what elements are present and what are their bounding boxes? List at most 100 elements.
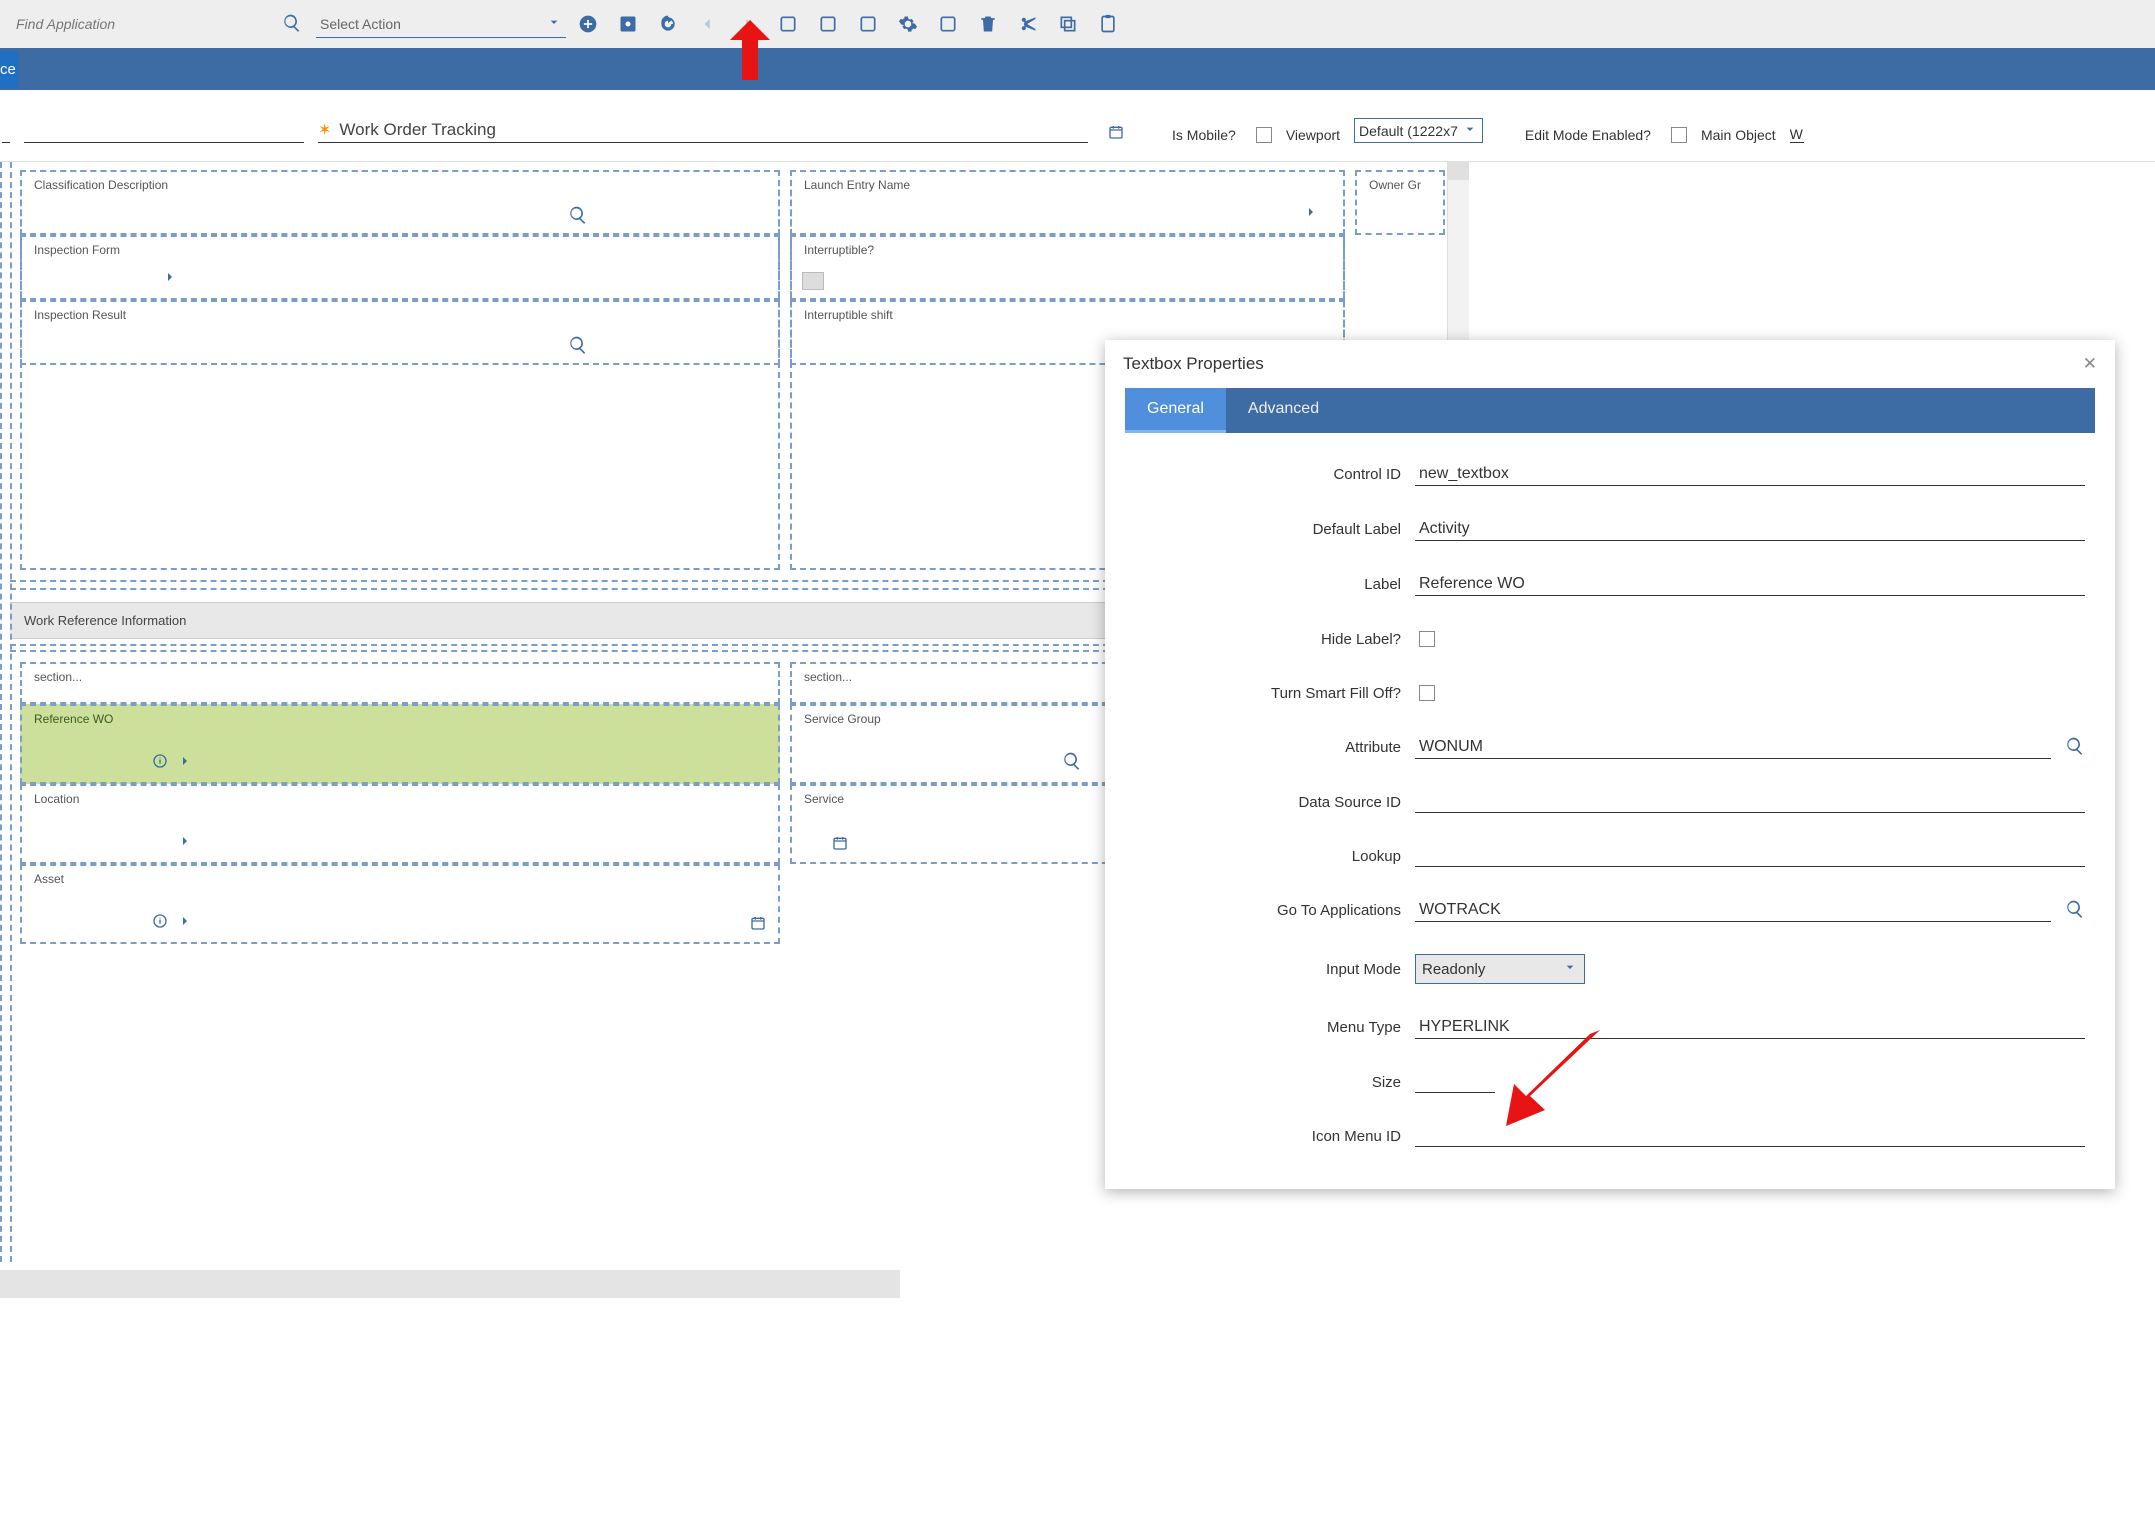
outer-border-left — [0, 162, 12, 1262]
tool4-icon[interactable] — [930, 10, 966, 38]
trash-icon[interactable] — [970, 10, 1006, 38]
copy-icon[interactable] — [1050, 10, 1086, 38]
field-label: section... — [34, 670, 82, 684]
search-icon[interactable] — [568, 205, 588, 228]
gear-icon[interactable] — [890, 10, 926, 38]
field-location[interactable]: Location — [20, 784, 780, 864]
default-label-input[interactable]: Activity — [1415, 518, 2085, 541]
goto-input[interactable]: WOTRACK — [1415, 899, 2051, 922]
smart-fill-checkbox[interactable] — [1419, 685, 1435, 701]
toolbar: Select Action — [0, 0, 2155, 48]
main-object-label: Main Object — [1701, 127, 1776, 143]
datasource-label: Data Source ID — [1135, 794, 1415, 811]
design-canvas: Classification Description Inspection Fo… — [0, 162, 2155, 174]
chevron-right-icon[interactable] — [177, 913, 193, 932]
field-label: section... — [804, 670, 852, 684]
input-mode-select[interactable]: Readonly — [1415, 954, 1585, 984]
hide-label-checkbox[interactable] — [1419, 631, 1435, 647]
dialog-tabs: General Advanced — [1125, 388, 2095, 433]
annotation-arrow-goto — [1490, 1020, 1620, 1140]
input-mode-value: Readonly — [1422, 961, 1485, 978]
field-reference-wo[interactable]: Reference WO — [20, 704, 780, 784]
viewport-value: Default (1222x7 — [1359, 123, 1458, 139]
tool2-icon[interactable] — [810, 10, 846, 38]
viewport-label: Viewport — [1286, 127, 1340, 143]
refresh-icon[interactable] — [650, 10, 686, 38]
edit-mode-checkbox[interactable] — [1671, 127, 1687, 143]
section-placeholder-left[interactable]: section... — [20, 662, 780, 704]
chevron-right-icon[interactable] — [177, 753, 193, 772]
search-icon[interactable] — [282, 13, 302, 36]
field-label: Classification Description — [34, 178, 168, 192]
control-id-input[interactable]: new_textbox — [1415, 463, 2085, 486]
field-classification[interactable]: Classification Description — [20, 170, 780, 235]
calendar-icon[interactable] — [750, 915, 766, 934]
search-icon[interactable] — [2065, 899, 2085, 922]
goto-label: Go To Applications — [1135, 902, 1415, 919]
annotation-arrow-save — [720, 20, 790, 110]
control-id-label: Control ID — [1135, 466, 1415, 483]
field-label: Service Group — [804, 712, 881, 726]
field-label: Inspection Result — [34, 308, 126, 322]
field-label: Owner Gr — [1369, 178, 1421, 192]
attribute-input[interactable]: WONUM — [1415, 736, 2051, 759]
dialog-title: Textbox Properties — [1123, 354, 1264, 374]
is-mobile-checkbox[interactable] — [1256, 127, 1272, 143]
field-asset[interactable]: Asset — [20, 864, 780, 944]
bluebar-tab[interactable]: ce — [0, 51, 18, 88]
field-inspection-result[interactable]: Inspection Result — [20, 300, 780, 365]
attribute-label: Attribute — [1135, 739, 1415, 756]
info-icon[interactable] — [152, 753, 168, 772]
icon-menu-label: Icon Menu ID — [1135, 1128, 1415, 1145]
smart-fill-row — [1415, 682, 2085, 704]
select-action-label: Select Action — [320, 16, 401, 32]
field-owner-gr[interactable]: Owner Gr — [1355, 170, 1445, 235]
input-mode-label: Input Mode — [1135, 961, 1415, 978]
chevron-right-icon[interactable] — [177, 833, 193, 852]
required-star-icon: ✶ — [318, 120, 331, 140]
tab-advanced[interactable]: Advanced — [1226, 388, 1341, 433]
field-inspection-form[interactable]: Inspection Form — [20, 235, 780, 300]
viewport-select[interactable]: Default (1222x7 — [1354, 118, 1483, 143]
find-application-input[interactable] — [8, 10, 268, 38]
label-input[interactable]: Reference WO — [1415, 573, 2085, 596]
field-label: Service — [804, 792, 844, 806]
cut-icon[interactable] — [1010, 10, 1046, 38]
chevron-right-icon[interactable] — [162, 269, 178, 288]
calendar-icon[interactable] — [832, 835, 848, 854]
edit-mode-label: Edit Mode Enabled? — [1525, 127, 1651, 143]
hide-label-label: Hide Label? — [1135, 631, 1415, 648]
tool3-icon[interactable] — [850, 10, 886, 38]
lookup-label: Lookup — [1135, 848, 1415, 865]
chevron-down-icon — [1462, 121, 1478, 140]
chevron-down-icon — [546, 14, 562, 33]
blue-bar: ce — [0, 48, 2155, 90]
field-label: Location — [34, 792, 79, 806]
lookup-input[interactable] — [1415, 845, 2085, 867]
paste-icon[interactable] — [1090, 10, 1126, 38]
close-icon[interactable]: ✕ — [2083, 354, 2097, 374]
app-title-field[interactable]: ✶ Work Order Tracking — [318, 120, 1088, 143]
info-icon[interactable] — [152, 913, 168, 932]
app-title: Work Order Tracking — [339, 120, 496, 140]
tab-general[interactable]: General — [1125, 388, 1226, 433]
size-input[interactable] — [1415, 1071, 1495, 1093]
search-icon[interactable] — [2065, 736, 2085, 759]
default-label-label: Default Label — [1135, 521, 1415, 538]
is-mobile-label: Is Mobile? — [1172, 127, 1236, 143]
chevron-down-icon — [1562, 959, 1578, 979]
search-icon[interactable] — [568, 335, 588, 358]
field-label: Inspection Form — [34, 243, 120, 257]
datasource-input[interactable] — [1415, 791, 2085, 813]
hide-label-row — [1415, 628, 2085, 650]
select-action-dropdown[interactable]: Select Action — [316, 10, 566, 38]
save-icon[interactable] — [610, 10, 646, 38]
field-label: Reference WO — [34, 712, 113, 726]
menu-type-label: Menu Type — [1135, 1019, 1415, 1036]
new-icon[interactable] — [570, 10, 606, 38]
calendar-icon[interactable] — [1108, 124, 1124, 143]
search-icon[interactable] — [1062, 751, 1082, 774]
header-row: ✶ Work Order Tracking Is Mobile? Viewpor… — [0, 90, 2155, 162]
size-label: Size — [1135, 1074, 1415, 1091]
bottom-greybar — [0, 1270, 900, 1298]
